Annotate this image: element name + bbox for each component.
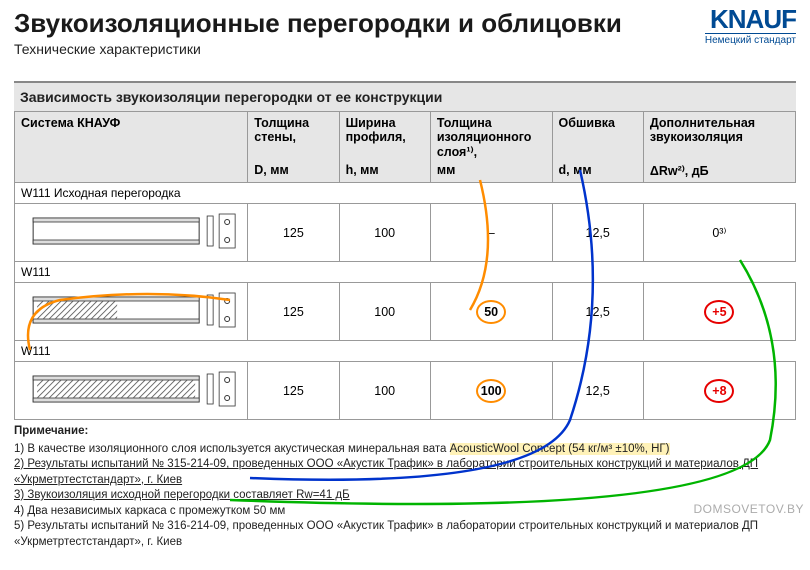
cell-thickness: 125	[248, 283, 339, 341]
page-title: Звукоизоляционные перегородки и облицовк…	[14, 8, 622, 39]
cell-sheath: 12,5	[552, 283, 643, 341]
wall-diagram	[19, 366, 243, 412]
brand-tagline: Немецкий стандарт	[705, 33, 796, 46]
cell-thickness: 125	[248, 204, 339, 262]
col-system: Система КНАУФ	[15, 112, 248, 162]
system-label: W111	[15, 262, 796, 283]
cell-extra: +5	[643, 283, 795, 341]
page-subtitle: Технические характеристики	[14, 41, 622, 57]
spec-table: Система КНАУФ Толщина стены, Ширина проф…	[14, 111, 796, 420]
col-profile: Ширина профиля,	[339, 112, 430, 162]
cell-diagram	[15, 283, 248, 341]
col-extra: Дополнительная звукоизоляция	[643, 112, 795, 162]
system-label: W111 Исходная перегородка	[15, 183, 796, 204]
cell-diagram	[15, 204, 248, 262]
cell-thickness: 125	[248, 362, 339, 420]
cell-profile: 100	[339, 362, 430, 420]
note-item: 3) Звукоизоляция исходной перегородки со…	[14, 488, 796, 504]
cell-sheath: 12,5	[552, 362, 643, 420]
unit-profile: h, мм	[339, 161, 430, 183]
wall-diagram	[19, 208, 243, 254]
cell-iso: –	[430, 204, 552, 262]
col-iso: Толщина изоляционного слоя¹⁾,	[430, 112, 552, 162]
system-label: W111	[15, 341, 796, 362]
unit-extra: ΔRw²⁾, дБ	[643, 161, 795, 183]
notes-block: Примечание: 1) В качестве изоляционного …	[14, 422, 796, 550]
note-item: 5) Результаты испытаний № 316-214-09, пр…	[14, 519, 796, 550]
cell-profile: 100	[339, 283, 430, 341]
wall-diagram	[19, 287, 243, 333]
col-sheath: Обшивка	[552, 112, 643, 162]
cell-extra: +8	[643, 362, 795, 420]
cell-iso: 100	[430, 362, 552, 420]
unit-sheath: d, мм	[552, 161, 643, 183]
col-thickness: Толщина стены,	[248, 112, 339, 162]
unit-thickness: D, мм	[248, 161, 339, 183]
brand-name: KNAUF	[705, 4, 796, 35]
cell-sheath: 12,5	[552, 204, 643, 262]
brand-logo: KNAUF Немецкий стандарт	[705, 4, 796, 46]
note-item: 2) Результаты испытаний № 315-214-09, пр…	[14, 457, 796, 488]
unit-iso: мм	[430, 161, 552, 183]
cell-iso: 50	[430, 283, 552, 341]
note-item: 4) Два независимых каркаса с промежутком…	[14, 504, 796, 520]
cell-extra: 0³⁾	[643, 204, 795, 262]
section-title: Зависимость звукоизоляции перегородки от…	[14, 83, 796, 111]
cell-diagram	[15, 362, 248, 420]
note-item: 1) В качестве изоляционного слоя использ…	[14, 442, 796, 458]
notes-title: Примечание:	[14, 422, 796, 442]
cell-profile: 100	[339, 204, 430, 262]
unit-system	[15, 161, 248, 183]
